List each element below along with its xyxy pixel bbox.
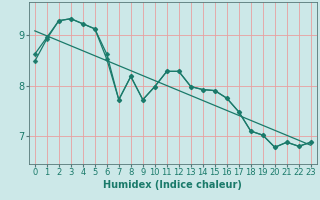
X-axis label: Humidex (Indice chaleur): Humidex (Indice chaleur) [103,180,242,190]
